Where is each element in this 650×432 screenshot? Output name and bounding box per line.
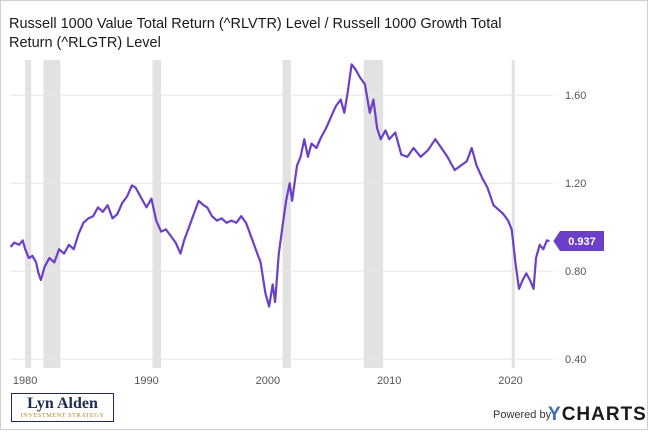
powered-by-text: Powered by [493, 409, 552, 421]
ycharts-logo[interactable]: YCHARTS [548, 404, 647, 426]
last-value-label: 0.937 [553, 231, 604, 252]
x-tick-label: 2020 [498, 375, 522, 387]
logo-name: Lyn Alden [27, 395, 98, 412]
recession-band [511, 60, 515, 368]
recession-band [25, 60, 32, 368]
last-value-text: 0.937 [568, 236, 596, 248]
y-tick-label: 0.80 [565, 266, 586, 278]
logo-subtitle: INVESTMENT STRATEGY [20, 412, 105, 419]
recession-band [363, 60, 384, 368]
recession-band [152, 60, 162, 368]
y-tick-label: 0.40 [565, 354, 586, 366]
x-axis-ticks: 1980 1990 2000 2010 2020 [13, 375, 523, 387]
x-tick-label: 1990 [134, 375, 158, 387]
ycharts-wordmark: CHARTS [561, 404, 647, 425]
ratio-series-line [9, 63, 550, 308]
gridlines [10, 94, 553, 360]
chart-title: Russell 1000 Value Total Return (^RLVTR)… [9, 16, 502, 51]
x-tick-label: 2010 [377, 375, 401, 387]
x-tick-label: 1980 [13, 375, 37, 387]
x-tick-label: 2000 [256, 375, 280, 387]
y-tick-label: 1.20 [565, 178, 586, 190]
recession-bands [25, 60, 515, 368]
last-value-badge [553, 231, 604, 252]
recession-band [282, 60, 291, 368]
y-axis-ticks: 0.40 0.80 1.20 1.60 [565, 90, 586, 366]
y-tick-label: 1.60 [565, 90, 586, 102]
lyn-alden-logo: Lyn Alden INVESTMENT STRATEGY [11, 393, 114, 422]
ycharts-y-mark: Y [548, 404, 562, 425]
recession-band [43, 60, 61, 368]
